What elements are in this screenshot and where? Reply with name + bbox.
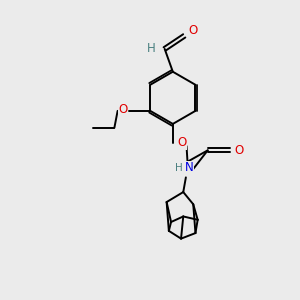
Text: N: N [185,161,194,174]
Text: O: O [234,144,244,157]
Text: H: H [147,42,155,56]
Text: H: H [176,163,183,172]
Text: O: O [118,103,128,116]
Text: O: O [177,136,186,149]
Text: O: O [189,25,198,38]
